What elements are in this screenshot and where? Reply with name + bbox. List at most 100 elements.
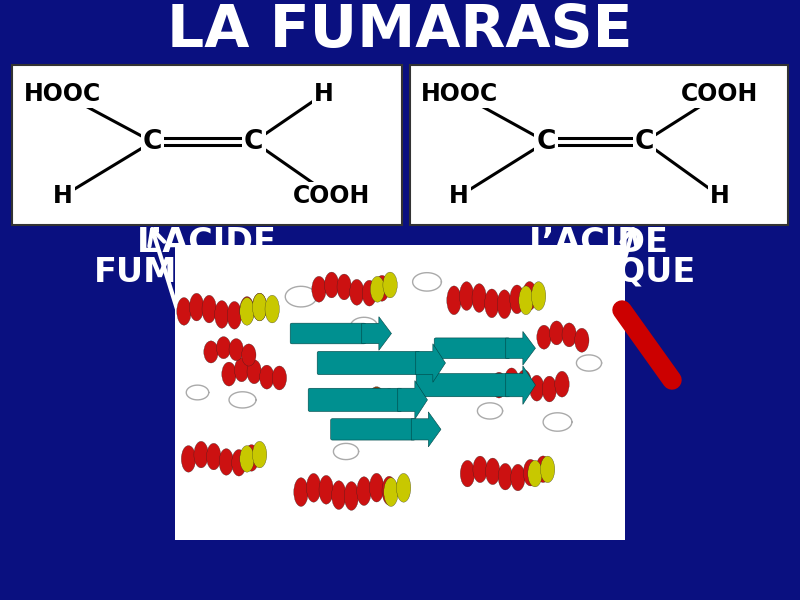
Ellipse shape	[312, 277, 326, 302]
Ellipse shape	[518, 286, 534, 314]
Ellipse shape	[485, 289, 499, 318]
Text: H: H	[314, 82, 334, 106]
Bar	[175, 245, 625, 540]
Ellipse shape	[357, 477, 371, 505]
Ellipse shape	[253, 293, 267, 321]
Ellipse shape	[486, 458, 500, 485]
Ellipse shape	[240, 298, 254, 325]
FancyArrow shape	[506, 331, 535, 365]
FancyBboxPatch shape	[330, 419, 415, 440]
Bar	[410, 65, 788, 225]
Text: HOOC: HOOC	[421, 82, 498, 106]
FancyBboxPatch shape	[308, 388, 402, 412]
FancyBboxPatch shape	[290, 323, 366, 344]
FancyArrow shape	[398, 380, 427, 419]
Bar	[12, 65, 402, 225]
Text: HOOC: HOOC	[24, 82, 102, 106]
Ellipse shape	[325, 272, 339, 298]
Ellipse shape	[540, 456, 555, 482]
Text: C: C	[536, 129, 556, 155]
Ellipse shape	[397, 473, 411, 502]
FancyArrow shape	[411, 412, 441, 447]
Text: H: H	[710, 184, 730, 208]
Ellipse shape	[536, 456, 550, 482]
Ellipse shape	[459, 281, 474, 310]
Ellipse shape	[446, 286, 462, 314]
Ellipse shape	[242, 344, 256, 366]
Text: C: C	[634, 129, 654, 155]
Ellipse shape	[202, 295, 216, 323]
Ellipse shape	[206, 443, 221, 470]
Ellipse shape	[204, 341, 218, 363]
Text: FUMARIQUE: FUMARIQUE	[94, 256, 320, 289]
Ellipse shape	[472, 284, 486, 313]
Ellipse shape	[216, 337, 230, 359]
Ellipse shape	[272, 366, 286, 390]
Ellipse shape	[190, 293, 204, 321]
Ellipse shape	[460, 460, 474, 487]
Ellipse shape	[232, 449, 246, 476]
Ellipse shape	[505, 368, 519, 394]
Text: COOH: COOH	[293, 184, 370, 208]
Ellipse shape	[182, 446, 196, 472]
Ellipse shape	[362, 280, 377, 306]
Ellipse shape	[240, 296, 254, 324]
Ellipse shape	[253, 442, 267, 468]
Ellipse shape	[219, 449, 234, 475]
Ellipse shape	[240, 446, 254, 472]
Ellipse shape	[370, 277, 385, 302]
FancyBboxPatch shape	[416, 374, 510, 397]
Ellipse shape	[374, 275, 390, 301]
Ellipse shape	[522, 281, 537, 310]
Ellipse shape	[498, 463, 513, 490]
Ellipse shape	[350, 280, 364, 305]
Ellipse shape	[247, 360, 262, 384]
Text: COOH: COOH	[682, 82, 758, 106]
Ellipse shape	[510, 285, 524, 314]
Ellipse shape	[331, 481, 346, 509]
Ellipse shape	[357, 391, 371, 409]
Text: L’ACIDE: L’ACIDE	[529, 226, 669, 259]
Ellipse shape	[294, 478, 308, 506]
Text: C: C	[244, 129, 263, 155]
Ellipse shape	[222, 362, 236, 386]
Ellipse shape	[234, 358, 249, 382]
Ellipse shape	[550, 321, 564, 345]
Ellipse shape	[319, 475, 334, 504]
Ellipse shape	[555, 371, 570, 397]
Ellipse shape	[523, 460, 538, 486]
Ellipse shape	[344, 482, 358, 511]
FancyArrow shape	[362, 317, 391, 350]
Ellipse shape	[531, 281, 546, 310]
Text: L’ACIDE: L’ACIDE	[137, 226, 277, 259]
Text: C: C	[142, 129, 162, 155]
Ellipse shape	[244, 445, 258, 471]
Text: MALEIQUE: MALEIQUE	[502, 256, 696, 289]
Ellipse shape	[227, 301, 242, 329]
Ellipse shape	[370, 387, 384, 404]
Text: LA FUMARASE: LA FUMARASE	[167, 1, 633, 58]
Ellipse shape	[562, 323, 577, 347]
Ellipse shape	[229, 338, 243, 361]
Ellipse shape	[384, 478, 398, 506]
Ellipse shape	[177, 298, 191, 325]
Ellipse shape	[528, 460, 542, 487]
Ellipse shape	[574, 328, 589, 352]
Ellipse shape	[214, 301, 229, 328]
Ellipse shape	[498, 290, 512, 319]
Ellipse shape	[537, 325, 551, 349]
Ellipse shape	[370, 473, 384, 502]
Ellipse shape	[530, 375, 544, 401]
Text: H: H	[450, 184, 469, 208]
Ellipse shape	[492, 372, 506, 398]
Ellipse shape	[337, 274, 351, 300]
Ellipse shape	[542, 376, 557, 402]
Text: H: H	[53, 184, 73, 208]
Ellipse shape	[253, 293, 267, 321]
FancyBboxPatch shape	[318, 352, 420, 374]
Ellipse shape	[510, 464, 525, 491]
Ellipse shape	[517, 370, 531, 396]
FancyArrow shape	[416, 344, 446, 382]
Ellipse shape	[194, 442, 208, 468]
Ellipse shape	[382, 476, 397, 505]
